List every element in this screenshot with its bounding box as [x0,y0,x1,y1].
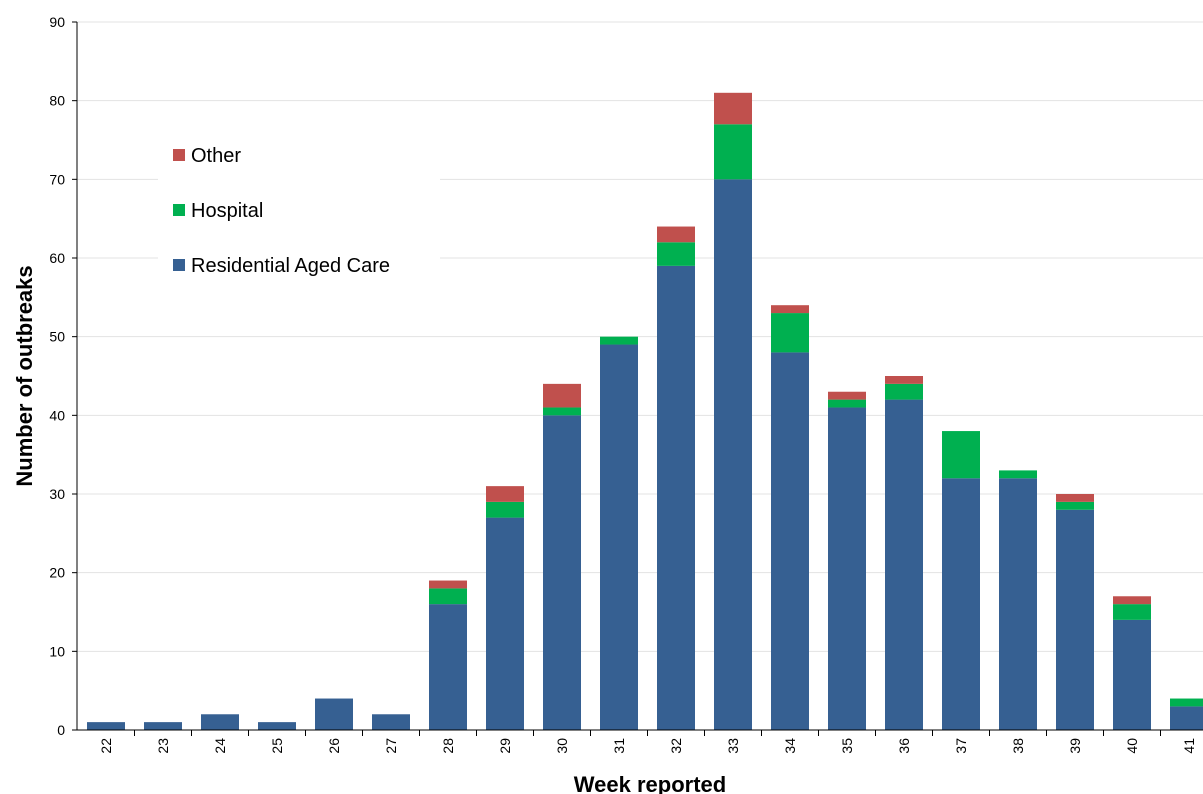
bar-segment-residential-aged-care [771,352,809,730]
y-axis-ticks: 0 10 20 30 40 50 60 70 80 90 [49,14,77,738]
bar-segment-residential-aged-care [714,179,752,731]
legend: Other Hospital Residential Aged Care [158,130,440,280]
bar-segment-residential-aged-care [315,698,353,730]
x-tick-label: 34 [782,738,798,754]
bar-segment-residential-aged-care [885,399,923,730]
bar-segment-hospital [771,313,809,353]
legend-swatch [173,149,185,161]
x-tick-label: 33 [725,738,741,754]
x-tick-label: 38 [1010,738,1026,754]
bar-segment-hospital [942,431,980,479]
bar-segment-other [1113,596,1151,605]
x-tick-label: 23 [155,738,171,754]
legend-label: Residential Aged Care [191,255,390,277]
x-tick-label: 41 [1181,738,1197,754]
axes [76,22,1203,731]
bar-segment-other [543,383,581,408]
bar-segment-residential-aged-care [828,407,866,730]
bar-segment-residential-aged-care [600,344,638,730]
x-tick-label: 37 [953,738,969,754]
x-tick-label: 31 [611,738,627,754]
x-tick-label: 25 [269,738,285,754]
bar-segment-other [885,376,923,384]
y-tick-label: 50 [49,329,65,345]
bar-segment-residential-aged-care [87,722,125,730]
legend-label: Hospital [191,200,263,222]
bar-segment-residential-aged-care [942,478,980,730]
bar-segment-residential-aged-care [372,714,410,730]
x-tick-label: 28 [440,738,456,754]
legend-swatch [173,204,185,216]
bar-segment-hospital [1056,501,1094,510]
legend-background [158,130,440,280]
y-tick-label: 70 [49,171,65,187]
bar-segment-residential-aged-care [1113,619,1151,730]
bar-segment-other [828,391,866,400]
y-tick-label: 10 [49,643,65,659]
bar-segment-hospital [543,407,581,416]
bar-segment-other [1056,494,1094,502]
x-axis-ticks: 22 23 24 25 26 27 28 29 30 31 32 33 34 35 36 37 38 39 40 41 [98,730,1197,754]
bar-segment-residential-aged-care [1170,706,1203,730]
x-tick-label: 29 [497,738,513,754]
bar-segment-other [657,226,695,243]
x-axis-title: Week reported [574,772,726,794]
bar-segment-hospital [657,242,695,266]
y-tick-label: 90 [49,14,65,30]
x-tick-label: 27 [383,738,399,754]
y-tick-label: 30 [49,486,65,502]
x-tick-label: 36 [896,738,912,754]
legend-label: Other [191,145,241,167]
y-tick-label: 0 [57,722,65,738]
bar-segment-hospital [429,588,467,605]
bar-segment-hospital [885,383,923,400]
x-tick-label: 26 [326,738,342,754]
x-tick-label: 40 [1124,738,1140,754]
bar-segment-residential-aged-care [201,714,239,730]
bar-segment-hospital [999,470,1037,479]
bar-segment-hospital [486,501,524,518]
bar-segment-other [486,486,524,502]
bar-segment-residential-aged-care [999,478,1037,730]
bar-segment-residential-aged-care [1056,509,1094,730]
y-tick-label: 60 [49,250,65,266]
x-tick-label: 39 [1067,738,1083,754]
y-tick-label: 20 [49,565,65,581]
x-tick-label: 30 [554,738,570,754]
bar-segment-other [771,305,809,314]
x-tick-label: 35 [839,738,855,754]
bars [87,92,1203,731]
bar-segment-other [714,92,752,125]
bar-segment-hospital [714,124,752,180]
x-tick-label: 32 [668,738,684,754]
y-tick-label: 80 [49,93,65,109]
bar-segment-residential-aged-care [543,415,581,730]
bar-segment-residential-aged-care [657,265,695,730]
legend-swatch [173,259,185,271]
bar-segment-other [429,580,467,589]
bar-segment-hospital [1170,698,1203,707]
bar-segment-residential-aged-care [429,604,467,730]
x-tick-label: 24 [212,738,228,754]
y-axis-title: Number of outbreaks [12,265,37,486]
x-tick-label: 22 [98,738,114,754]
bar-segment-hospital [828,399,866,408]
bar-segment-residential-aged-care [486,517,524,730]
bar-segment-residential-aged-care [258,722,296,730]
bar-segment-hospital [1113,604,1151,620]
y-tick-label: 40 [49,407,65,423]
bar-segment-hospital [600,336,638,345]
bar-segment-residential-aged-care [144,722,182,730]
